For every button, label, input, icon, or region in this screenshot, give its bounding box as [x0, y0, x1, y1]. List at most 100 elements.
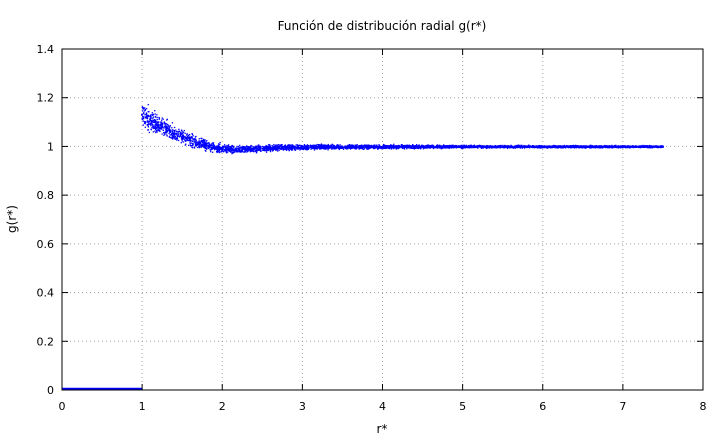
data-point — [259, 150, 261, 152]
data-point — [471, 145, 474, 148]
data-point — [324, 147, 326, 149]
data-point — [437, 145, 439, 147]
data-point — [585, 146, 587, 149]
data-point — [573, 146, 576, 148]
data-point — [513, 146, 515, 148]
data-point — [245, 149, 248, 151]
data-point — [386, 145, 389, 147]
data-point — [584, 146, 586, 148]
data-point — [167, 127, 169, 130]
data-point — [536, 145, 538, 147]
data-point — [171, 129, 174, 131]
data-point — [303, 148, 306, 150]
data-point — [560, 145, 562, 147]
data-point — [166, 119, 168, 121]
data-point — [370, 146, 372, 149]
data-point — [456, 145, 458, 148]
data-point — [502, 144, 504, 147]
data-point — [335, 147, 337, 150]
data-point — [295, 144, 297, 146]
data-point — [549, 146, 552, 148]
data-point — [174, 130, 176, 133]
data-point — [344, 145, 346, 147]
data-point — [222, 149, 224, 151]
data-point — [152, 119, 154, 121]
data-point — [521, 146, 523, 148]
data-point — [534, 145, 537, 147]
data-point — [152, 131, 154, 133]
data-point — [381, 146, 384, 148]
data-point — [181, 137, 183, 139]
data-point — [171, 134, 174, 137]
data-point — [159, 121, 161, 123]
data-point — [221, 150, 223, 153]
data-point — [381, 147, 383, 150]
data-point — [226, 144, 228, 147]
data-point — [480, 146, 482, 148]
data-point — [498, 145, 501, 147]
data-point — [325, 147, 328, 149]
data-point — [457, 146, 459, 149]
data-point — [195, 142, 197, 145]
data-point — [387, 147, 390, 149]
data-point — [235, 148, 237, 150]
data-point — [647, 145, 649, 147]
data-point — [299, 144, 301, 147]
data-point — [159, 126, 161, 129]
data-point — [250, 150, 252, 153]
data-point — [268, 147, 270, 150]
data-point — [184, 137, 187, 140]
data-point — [562, 147, 565, 149]
data-point — [236, 147, 238, 149]
x-tick-label: 3 — [299, 400, 306, 413]
data-point — [212, 143, 215, 146]
data-point — [645, 146, 648, 148]
data-point — [153, 121, 156, 124]
data-point — [269, 146, 272, 148]
plot-frame — [61, 48, 704, 391]
data-point — [398, 146, 400, 149]
data-point — [420, 146, 423, 149]
data-point — [375, 146, 378, 149]
data-point — [288, 149, 290, 152]
data-point — [149, 118, 152, 121]
data-point — [157, 128, 159, 130]
data-point — [156, 118, 158, 121]
data-point — [153, 119, 155, 122]
data-point — [190, 145, 192, 147]
data-point — [205, 144, 207, 146]
data-point — [477, 146, 479, 148]
data-point — [169, 134, 171, 136]
data-point — [149, 116, 151, 118]
data-point — [567, 146, 570, 149]
data-point — [203, 144, 206, 146]
data-point — [216, 148, 218, 150]
data-point — [530, 146, 532, 148]
data-point — [226, 152, 228, 154]
data-point — [223, 148, 225, 150]
data-point — [285, 147, 287, 149]
data-point — [359, 147, 361, 150]
data-point — [437, 146, 439, 148]
data-point — [643, 145, 646, 148]
data-point — [489, 146, 491, 148]
data-point — [651, 145, 653, 147]
data-point — [263, 146, 265, 148]
data-point — [178, 130, 181, 133]
data-point — [342, 148, 345, 150]
data-point — [522, 145, 524, 148]
data-point — [455, 145, 457, 147]
data-point — [154, 115, 157, 118]
data-point — [272, 149, 274, 151]
data-point — [496, 145, 499, 147]
data-point — [205, 142, 207, 144]
data-point — [336, 145, 338, 147]
data-point — [408, 145, 410, 147]
data-point — [331, 143, 334, 146]
data-point — [418, 144, 420, 146]
data-point — [144, 122, 146, 125]
data-point — [161, 119, 163, 121]
data-point — [610, 146, 612, 148]
data-point — [249, 151, 251, 153]
data-point — [316, 143, 318, 146]
